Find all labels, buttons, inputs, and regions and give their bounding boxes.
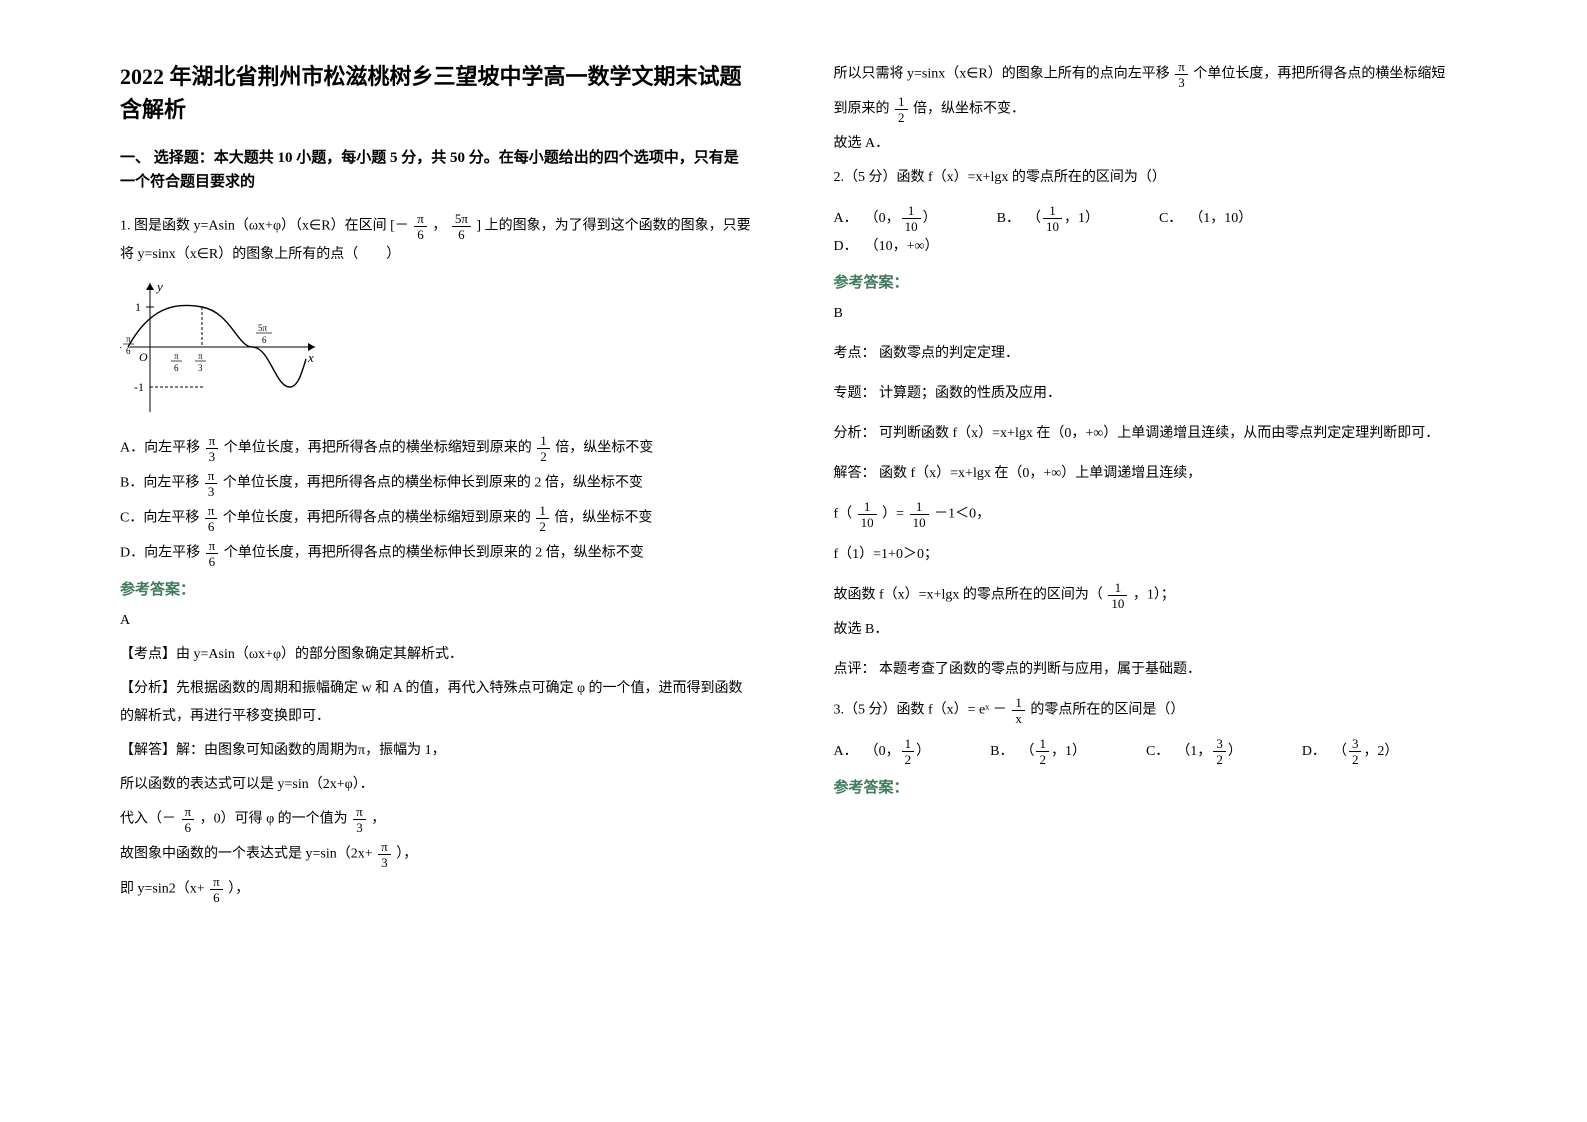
svg-text:y: y [155, 279, 163, 294]
q3-optA: A． （0， 12 ） [834, 737, 931, 766]
pi6-icon: π6 [210, 875, 223, 904]
svg-text:6: 6 [262, 335, 267, 345]
q2-l5: f（ 110 ）= 110 －1＜0， [834, 500, 1468, 529]
one-tenth-icon: 110 [858, 500, 877, 529]
q2-answer: B [834, 300, 1468, 328]
q3-optC: C． （1， 32 ） [1146, 737, 1242, 766]
q1r-1: 所以只需将 y=sinx（x∈R）的图象上所有的点向左平移 π3 个单位长度，再… [834, 60, 1468, 89]
half-icon: 12 [895, 95, 908, 124]
answer-label: 参考答案： [834, 776, 1468, 797]
q1-exp-5: 代入（－ π6 ，0）可得 φ 的一个值为 π3 ， [120, 805, 754, 834]
three-half-icon: 32 [1213, 737, 1226, 766]
frac-5pi-6: 5π6 [452, 212, 471, 241]
half-icon: 12 [902, 737, 915, 766]
pi3-icon: π3 [205, 469, 218, 498]
q1-exp-3: 【解答】解：由图象可知函数的周期为π，振幅为 1， [120, 737, 754, 765]
answer-label: 参考答案： [120, 578, 754, 599]
q1-stem-a: 1. 图是函数 y=Asin（ωx+φ）（x∈R）在区间 [120, 219, 387, 234]
svg-text:-1: -1 [134, 380, 144, 394]
one-tenth-icon: 110 [1108, 581, 1127, 610]
q2-stem: 2.（5 分）函数 f（x）=x+lgx 的零点所在的区间为（） [834, 164, 1468, 192]
sine-graph-svg: y x O 1 -1 π6 - π6 π3 5π6 [120, 277, 320, 417]
q1r-2: 到原来的 12 倍，纵坐标不变． [834, 95, 1468, 124]
answer-label: 参考答案： [834, 271, 1468, 292]
pi3-icon: π3 [1175, 60, 1188, 89]
q1-exp-4: 所以函数的表达式可以是 y=sin（2x+φ）． [120, 771, 754, 799]
q1-optD: D．向左平移 π6 个单位长度，再把所得各点的横坐标伸长到原来的 2 倍，纵坐标… [120, 539, 754, 568]
q1r-3: 故选 A． [834, 130, 1468, 158]
svg-text:x: x [307, 350, 314, 365]
one-over-x-icon: 1x [1012, 696, 1025, 725]
section-1-header: 一、 选择题：本大题共 10 小题，每小题 5 分，共 50 分。在每小题给出的… [120, 146, 754, 194]
q2-options: A． （0， 110 ） B． （ 110 ，1） C． （1，10） D． （… [834, 204, 1468, 261]
svg-text:1: 1 [135, 300, 141, 314]
q2-l7: 故函数 f（x）=x+lgx 的零点所在的区间为（ 110 ，1）； [834, 581, 1468, 610]
pi6-icon: π6 [205, 504, 218, 533]
svg-text:6: 6 [174, 363, 179, 373]
svg-text:π: π [198, 351, 203, 361]
q1-graph: y x O 1 -1 π6 - π6 π3 5π6 [120, 277, 754, 422]
q3-options: A． （0， 12 ） B． （ 12 ，1） C． （1， 32 ） D． （… [834, 737, 1468, 766]
doc-title: 2022 年湖北省荆州市松滋桃树乡三望坡中学高一数学文期末试题含解析 [120, 60, 754, 126]
q1-optA: A．向左平移 π3 个单位长度，再把所得各点的横坐标缩短到原来的 12 倍，纵坐… [120, 434, 754, 463]
q2-optA: A． （0， 110 ） [834, 204, 937, 233]
q3-stem: 3.（5 分）函数 f（x）= eˣ － 1x 的零点所在的区间是（） [834, 696, 1468, 725]
left-column: 2022 年湖北省荆州市松滋桃树乡三望坡中学高一数学文期末试题含解析 一、 选择… [100, 60, 794, 1082]
right-column: 所以只需将 y=sinx（x∈R）的图象上所有的点向左平移 π3 个单位长度，再… [794, 60, 1488, 1082]
interval-close: ] [476, 219, 481, 234]
q3-optB: B． （ 12 ，1） [990, 737, 1086, 766]
svg-text:6: 6 [126, 346, 131, 356]
half-icon: 12 [537, 434, 550, 463]
frac-pi-6: π6 [414, 212, 427, 241]
pi6-icon: π6 [182, 805, 195, 834]
q2-optB: B． （ 110 ，1） [997, 204, 1099, 233]
pi3-icon: π3 [353, 805, 366, 834]
q1-optB: B．向左平移 π3 个单位长度，再把所得各点的横坐标伸长到原来的 2 倍，纵坐标… [120, 469, 754, 498]
three-half-icon: 32 [1349, 737, 1362, 766]
one-tenth-icon: 110 [1043, 204, 1062, 233]
q1-exp-1: 【考点】由 y=Asin（ωx+φ）的部分图象确定其解析式． [120, 641, 754, 669]
q2-optC: C． （1，10） [1159, 204, 1252, 233]
pi3-icon: π3 [378, 840, 391, 869]
q1-stem: 1. 图是函数 y=Asin（ωx+φ）（x∈R）在区间 [－ π6 ， 5π6… [120, 212, 754, 269]
q2-l2: 专题： 计算题；函数的性质及应用． [834, 380, 1468, 408]
svg-text:π: π [174, 351, 179, 361]
one-tenth-icon: 110 [902, 204, 921, 233]
q1-exp-6: 故图象中函数的一个表达式是 y=sin（2x+ π3 ）， [120, 840, 754, 869]
q2-l3: 分析： 可判断函数 f（x）=x+lgx 在（0，+∞）上单调递增且连续，从而由… [834, 420, 1468, 448]
pi3-icon: π3 [206, 434, 219, 463]
q1-optC: C．向左平移 π6 个单位长度，再把所得各点的横坐标缩短到原来的 12 倍，纵坐… [120, 504, 754, 533]
q2-l8: 故选 B． [834, 616, 1468, 644]
interval-open: [－ [390, 219, 409, 234]
q2-l9: 点评： 本题考查了函数的零点的判断与应用，属于基础题． [834, 656, 1468, 684]
half-icon: 12 [536, 504, 549, 533]
q1-answer: A [120, 607, 754, 635]
svg-text:3: 3 [198, 363, 203, 373]
q1-exp-2: 【分析】先根据函数的周期和振幅确定 w 和 A 的值，再代入特殊点可确定 φ 的… [120, 675, 754, 731]
q2-optD: D． （10，+∞） [834, 233, 939, 261]
q2-l6: f（1）=1+0＞0； [834, 541, 1468, 569]
pi6-icon: π6 [206, 539, 219, 568]
svg-text:O: O [139, 350, 148, 364]
q2-l1: 考点： 函数零点的判定定理． [834, 340, 1468, 368]
q1-exp-7: 即 y=sin2（x+ π6 ）， [120, 875, 754, 904]
half-icon: 12 [1036, 737, 1049, 766]
svg-text:5π: 5π [258, 323, 268, 333]
q2-l4: 解答： 函数 f（x）=x+lgx 在（0，+∞）上单调递增且连续， [834, 460, 1468, 488]
one-tenth-icon: 110 [910, 500, 929, 529]
q3-optD: D． （ 32 ，2） [1302, 737, 1399, 766]
